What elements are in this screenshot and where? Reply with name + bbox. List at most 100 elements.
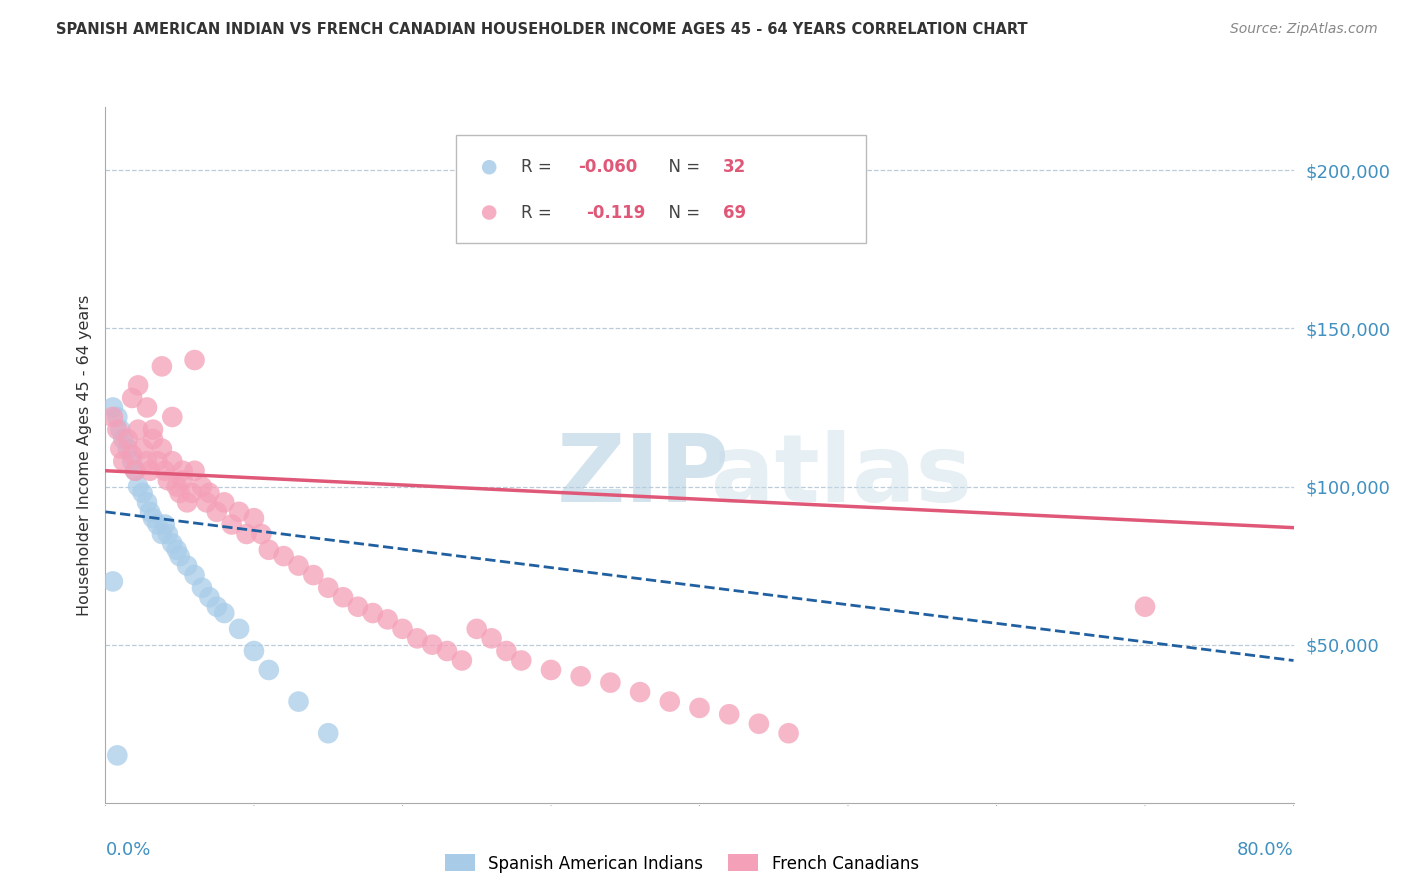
Point (121, 448, 143, 462)
Point (110, 442, 132, 456)
Text: 0.0%: 0.0% (105, 841, 150, 859)
Point (176, 495, 198, 509)
Point (316, 581, 339, 595)
Point (599, 675, 621, 690)
Point (191, 581, 214, 595)
Point (778, 726, 800, 740)
Point (172, 473, 194, 487)
Point (121, 391, 143, 405)
Point (420, 638, 443, 652)
Point (214, 495, 236, 509)
Point (150, 359, 173, 374)
Point (105, 748, 128, 763)
Point (243, 511, 266, 525)
Point (287, 695, 309, 709)
Point (198, 486, 221, 500)
Point (142, 511, 165, 525)
Point (142, 432, 165, 446)
Text: -0.060: -0.060 (578, 158, 637, 177)
FancyBboxPatch shape (456, 135, 866, 243)
Point (257, 542, 280, 557)
Point (146, 454, 169, 468)
Point (228, 505, 250, 519)
Point (127, 423, 149, 437)
Text: SPANISH AMERICAN INDIAN VS FRENCH CANADIAN HOUSEHOLDER INCOME AGES 45 - 64 YEARS: SPANISH AMERICAN INDIAN VS FRENCH CANADI… (56, 22, 1028, 37)
Point (101, 574, 124, 589)
Point (574, 796, 596, 810)
Point (105, 409, 128, 424)
Point (101, 409, 124, 424)
Point (205, 599, 228, 614)
Point (112, 432, 135, 446)
Point (139, 505, 162, 519)
Point (121, 454, 143, 468)
Point (195, 495, 218, 509)
Point (153, 517, 176, 532)
Point (221, 517, 243, 532)
Point (176, 558, 198, 573)
Point (146, 517, 169, 532)
Point (136, 454, 159, 468)
Text: atlas: atlas (711, 430, 973, 522)
Text: N =: N = (658, 203, 706, 221)
Point (689, 701, 711, 715)
Point (153, 464, 176, 478)
Point (198, 591, 221, 605)
Point (406, 632, 429, 646)
Point (495, 644, 517, 658)
Point (569, 669, 592, 683)
Point (183, 464, 205, 478)
Text: R =: R = (522, 158, 557, 177)
Point (436, 644, 458, 658)
Point (136, 401, 159, 415)
Point (718, 707, 741, 722)
Point (136, 495, 159, 509)
Text: ZIP: ZIP (557, 430, 730, 522)
Point (273, 549, 295, 563)
Point (172, 464, 194, 478)
Point (347, 599, 370, 614)
Text: -0.119: -0.119 (586, 203, 645, 221)
Point (391, 622, 413, 636)
Point (124, 464, 146, 478)
Point (377, 612, 399, 626)
Point (162, 409, 184, 424)
Point (124, 464, 146, 478)
Point (183, 568, 205, 582)
Point (166, 542, 188, 557)
Point (139, 464, 162, 478)
Point (481, 632, 503, 646)
Point (180, 486, 202, 500)
Point (235, 527, 257, 541)
Point (243, 644, 266, 658)
Point (183, 353, 205, 368)
Point (540, 663, 562, 677)
Point (465, 622, 488, 636)
Point (112, 454, 135, 468)
Point (156, 527, 179, 541)
Point (228, 622, 250, 636)
Point (127, 479, 149, 493)
Point (150, 442, 173, 456)
Point (131, 486, 153, 500)
Text: 69: 69 (723, 203, 747, 221)
Point (205, 505, 228, 519)
Point (169, 549, 191, 563)
Point (131, 442, 153, 456)
Point (142, 423, 165, 437)
Point (1133, 599, 1156, 614)
Text: N =: N = (658, 158, 706, 177)
Point (214, 606, 236, 620)
Point (110, 423, 132, 437)
Point (169, 486, 191, 500)
Point (332, 591, 354, 605)
Point (316, 726, 339, 740)
Point (287, 558, 309, 573)
Point (191, 479, 214, 493)
Text: 80.0%: 80.0% (1237, 841, 1294, 859)
Point (105, 423, 128, 437)
Point (162, 454, 184, 468)
Point (117, 432, 139, 446)
Point (257, 663, 280, 677)
Point (156, 473, 179, 487)
